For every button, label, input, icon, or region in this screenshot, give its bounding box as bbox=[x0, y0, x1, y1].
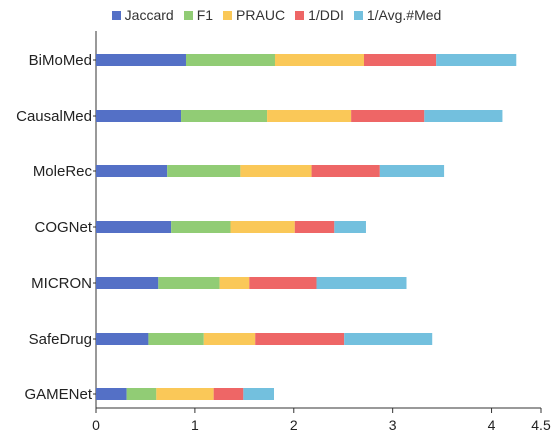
legend-item-jaccard: Jaccard bbox=[111, 7, 174, 23]
bar-micron-prauc bbox=[219, 277, 250, 289]
bar-molerec-jaccard bbox=[96, 165, 168, 177]
bar-causalmed-f1 bbox=[181, 110, 268, 122]
y-tick-label-0: BiMoMed bbox=[29, 52, 92, 69]
bar-cognet-prauc bbox=[230, 221, 295, 233]
bar-gamenet-1-ddi bbox=[213, 388, 244, 400]
bar-causalmed-prauc bbox=[267, 110, 352, 122]
bar-bimomed-1-avg-med bbox=[436, 54, 517, 66]
bar-molerec-1-ddi bbox=[311, 165, 380, 177]
legend-item-prauc: PRAUC bbox=[223, 7, 285, 23]
legend-swatch bbox=[111, 10, 121, 20]
x-tick-label-0: 0 bbox=[92, 417, 100, 433]
bar-cognet-f1 bbox=[171, 221, 231, 233]
x-tick-label-1: 1 bbox=[191, 417, 199, 433]
bar-gamenet-prauc bbox=[156, 388, 214, 400]
legend-swatch bbox=[183, 10, 193, 20]
bar-safedrug-f1 bbox=[148, 333, 204, 345]
bar-micron-f1 bbox=[158, 277, 220, 289]
bar-causalmed-jaccard bbox=[96, 110, 182, 122]
bar-gamenet-jaccard bbox=[96, 388, 127, 400]
bar-gamenet-f1 bbox=[126, 388, 157, 400]
legend-swatch bbox=[295, 10, 305, 20]
bar-causalmed-1-ddi bbox=[351, 110, 425, 122]
bar-safedrug-jaccard bbox=[96, 333, 149, 345]
legend-label: Jaccard bbox=[124, 7, 174, 23]
y-tick-label-2: MoleRec bbox=[33, 163, 93, 180]
bar-safedrug-1-avg-med bbox=[344, 333, 433, 345]
legend-label: PRAUC bbox=[236, 7, 286, 23]
y-tick-label-6: GAMENet bbox=[24, 386, 92, 403]
bar-micron-1-avg-med bbox=[316, 277, 407, 289]
bar-safedrug-1-ddi bbox=[255, 333, 345, 345]
bar-cognet-jaccard bbox=[96, 221, 172, 233]
y-tick-label-3: COGNet bbox=[34, 219, 92, 236]
legend-swatch bbox=[353, 10, 363, 20]
bar-molerec-f1 bbox=[167, 165, 241, 177]
bar-cognet-1-avg-med bbox=[334, 221, 366, 233]
bar-bimomed-f1 bbox=[185, 54, 275, 66]
legend-label: F1 bbox=[196, 7, 214, 23]
bar-molerec-1-avg-med bbox=[379, 165, 445, 177]
legend-label: 1/Avg.#Med bbox=[366, 7, 442, 23]
legend: Jaccard F1 PRAUC 1/DDI 1/Avg.#Med bbox=[0, 2, 553, 28]
legend-item-1-ddi: 1/DDI bbox=[295, 7, 344, 23]
x-tick-label-2: 2 bbox=[290, 417, 298, 433]
x-tick-label-3: 3 bbox=[389, 417, 397, 433]
x-tick-label-4: 4 bbox=[488, 417, 496, 433]
bar-gamenet-1-avg-med bbox=[243, 388, 274, 400]
bar-cognet-1-ddi bbox=[294, 221, 335, 233]
bar-micron-1-ddi bbox=[249, 277, 317, 289]
x-tick-label-5: 4.5 bbox=[531, 417, 551, 433]
legend-label: 1/DDI bbox=[308, 7, 344, 23]
y-tick-label-5: SafeDrug bbox=[29, 331, 92, 348]
bar-safedrug-prauc bbox=[203, 333, 256, 345]
bar-molerec-prauc bbox=[240, 165, 312, 177]
bar-causalmed-1-avg-med bbox=[424, 110, 503, 122]
y-tick-label-4: MICRON bbox=[31, 275, 92, 292]
bar-bimomed-1-ddi bbox=[363, 54, 437, 66]
legend-item-f1: F1 bbox=[183, 7, 214, 23]
legend-item-1-avg-med: 1/Avg.#Med bbox=[353, 7, 442, 23]
bar-micron-jaccard bbox=[96, 277, 159, 289]
legend-swatch bbox=[223, 10, 233, 20]
bar-bimomed-jaccard bbox=[96, 54, 186, 66]
y-tick-label-1: CausalMed bbox=[16, 108, 92, 125]
bar-bimomed-prauc bbox=[274, 54, 364, 66]
